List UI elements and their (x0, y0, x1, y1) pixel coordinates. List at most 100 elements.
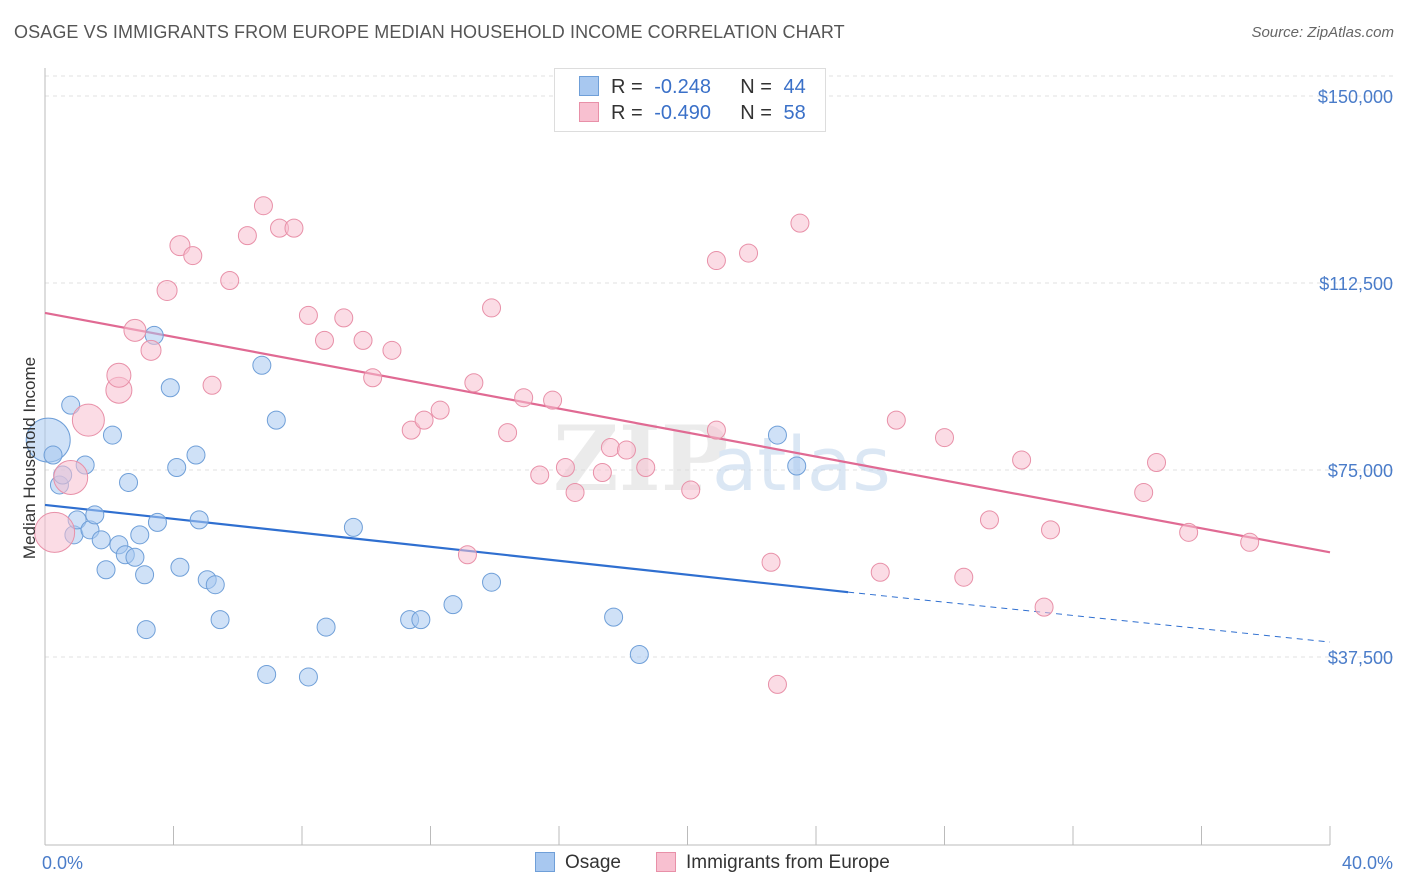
point-europe-50 (1012, 450, 1032, 470)
point-osage-15 (119, 472, 139, 492)
point-osage-33 (298, 667, 318, 687)
point-osage-39 (482, 572, 502, 592)
r-value-europe: -0.490 (654, 102, 711, 124)
point-europe-36 (616, 440, 636, 460)
legend-row-europe: R = -0.490 N = 58 (579, 102, 806, 126)
watermark: ZIP atlas (553, 406, 891, 512)
point-osage-24 (170, 557, 190, 577)
point-europe-46 (886, 410, 906, 430)
point-europe-54 (1147, 453, 1167, 473)
point-europe-56 (1240, 532, 1260, 552)
point-osage-30 (252, 355, 272, 375)
point-osage-25 (186, 445, 206, 465)
point-europe-0 (34, 511, 76, 553)
point-europe-42 (761, 552, 781, 572)
point-europe-11 (220, 271, 240, 291)
bottom-legend-label-osage: Osage (565, 852, 621, 873)
source-label: Source: ZipAtlas.com (1251, 24, 1394, 41)
r-label: R = (611, 76, 643, 98)
y-tick-label-1: $112,500 (1319, 274, 1393, 294)
point-europe-31 (543, 390, 563, 410)
point-europe-21 (382, 340, 402, 360)
n-label: N = (740, 102, 772, 124)
r-label: R = (611, 102, 643, 124)
point-europe-34 (592, 462, 612, 482)
point-europe-15 (284, 218, 304, 238)
y-axis-label: Median Household Income (20, 357, 39, 559)
point-europe-20 (363, 368, 383, 388)
point-osage-34 (316, 617, 336, 637)
point-osage-37 (411, 610, 431, 630)
point-europe-51 (1034, 597, 1054, 617)
point-europe-10 (202, 375, 222, 395)
point-osage-1 (43, 445, 63, 465)
point-europe-40 (706, 251, 726, 271)
point-europe-24 (430, 400, 450, 420)
legend-row-osage: R = -0.248 N = 44 (579, 76, 806, 100)
trend-line-europe (44, 311, 1331, 554)
point-osage-10 (91, 530, 111, 550)
point-osage-28 (205, 575, 225, 595)
point-europe-13 (253, 196, 273, 216)
point-europe-9 (183, 246, 203, 266)
point-europe-49 (979, 510, 999, 530)
point-europe-52 (1041, 520, 1061, 540)
point-osage-32 (266, 410, 286, 430)
point-europe-37 (636, 458, 656, 478)
point-europe-22 (401, 420, 421, 440)
point-europe-19 (353, 330, 373, 350)
point-osage-23 (167, 458, 187, 478)
bottom-legend-label-europe: Immigrants from Europe (686, 852, 890, 873)
bottom-legend-osage: Osage (535, 852, 621, 874)
bottom-legend: Osage Immigrants from Europe (0, 852, 1406, 878)
n-value-osage: 44 (783, 76, 806, 98)
point-europe-32 (555, 458, 575, 478)
point-osage-17 (130, 525, 150, 545)
x-tick-label-0: 0.0% (42, 853, 83, 873)
point-osage-19 (136, 620, 156, 640)
point-osage-9 (85, 505, 105, 525)
point-europe-18 (334, 308, 354, 328)
point-europe-38 (681, 480, 701, 500)
point-osage-22 (160, 378, 180, 398)
point-osage-26 (189, 510, 209, 530)
point-europe-17 (314, 330, 334, 350)
point-europe-27 (482, 298, 502, 318)
bottom-swatch-europe (656, 852, 676, 872)
point-osage-21 (147, 512, 167, 532)
point-europe-41 (739, 243, 759, 263)
point-osage-41 (629, 645, 649, 665)
tick-labels: $150,000 $112,500 $75,000 $37,500 0.0% 40.0% (42, 87, 1393, 873)
point-osage-4 (61, 395, 81, 415)
point-osage-11 (96, 560, 116, 580)
trend-line-osage-extension (848, 591, 1331, 643)
point-osage-40 (604, 607, 624, 627)
point-europe-44 (790, 213, 810, 233)
n-value-europe: 58 (783, 102, 806, 124)
n-label: N = (740, 76, 772, 98)
trend-lines (44, 311, 1331, 643)
point-europe-2 (71, 403, 105, 437)
point-europe-7 (156, 279, 178, 301)
point-europe-16 (298, 305, 318, 325)
bottom-swatch-osage (535, 852, 555, 872)
point-europe-45 (870, 562, 890, 582)
point-europe-5 (123, 318, 147, 342)
point-osage-38 (443, 595, 463, 615)
point-osage-43 (787, 456, 807, 476)
point-osage-29 (210, 610, 230, 630)
point-osage-12 (102, 425, 122, 445)
point-europe-33 (565, 482, 585, 502)
point-europe-53 (1134, 482, 1154, 502)
point-europe-48 (954, 567, 974, 587)
point-osage-31 (257, 664, 277, 684)
point-europe-1 (53, 459, 89, 495)
y-tick-label-3: $37,500 (1328, 648, 1393, 668)
point-europe-12 (237, 226, 257, 246)
point-europe-47 (935, 428, 954, 448)
point-europe-26 (464, 373, 484, 393)
point-osage-18 (135, 565, 155, 585)
point-europe-39 (706, 420, 726, 440)
chart-title: OSAGE VS IMMIGRANTS FROM EUROPE MEDIAN H… (14, 22, 845, 42)
